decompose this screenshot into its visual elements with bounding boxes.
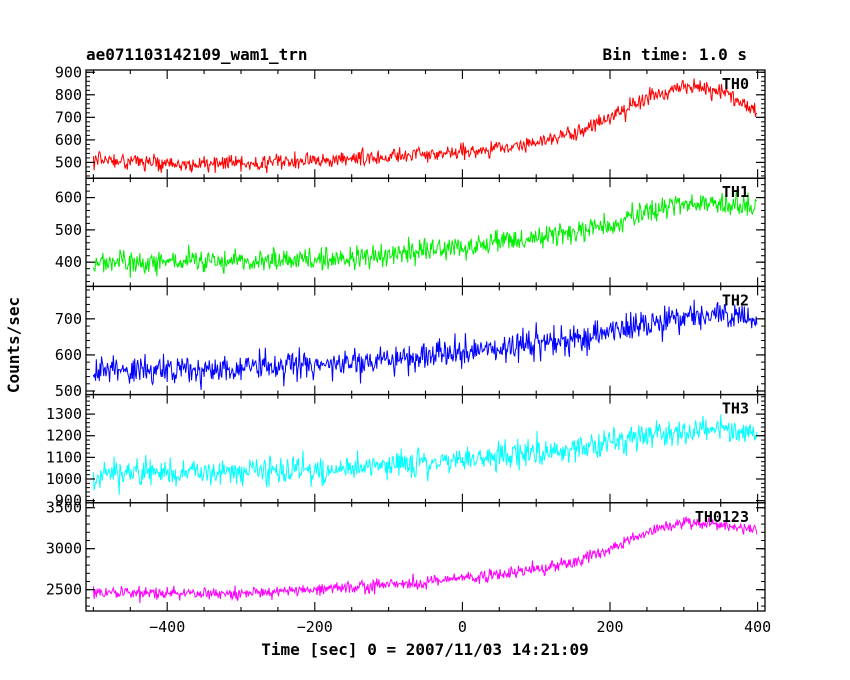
y-tick-label: 1000 (46, 470, 82, 488)
y-tick-label: 500 (55, 153, 82, 171)
series-line-th0123 (92, 516, 758, 603)
y-tick-label: 700 (55, 108, 82, 126)
panel-label-th2: TH2 (722, 291, 749, 309)
panel-label-th3: TH3 (722, 400, 749, 418)
y-tick-label: 1300 (46, 405, 82, 423)
panel-label-th0123: TH0123 (695, 508, 749, 526)
chart-title: ae071103142109_wam1_trn (86, 45, 308, 64)
x-tick-label: −200 (297, 618, 333, 636)
y-tick-label: 900 (55, 63, 82, 81)
panel-frame-th1 (85, 177, 766, 288)
y-tick-label: 400 (55, 253, 82, 271)
y-tick-label: 3000 (46, 540, 82, 558)
y-tick-label: 700 (55, 310, 82, 328)
y-tick-label: 2500 (46, 581, 82, 599)
x-tick-label: −400 (149, 618, 185, 636)
y-tick-label: 1100 (46, 448, 82, 466)
y-tick-label: 500 (55, 382, 82, 400)
series-line-th3 (92, 414, 758, 495)
bin-time-label: Bin time: 1.0 s (603, 45, 748, 64)
x-axis-label: Time [sec] 0 = 2007/11/03 14:21:09 (261, 640, 589, 659)
panel-frame-th0123 (85, 502, 766, 612)
series-line-th2 (92, 299, 758, 390)
y-tick-label: 3500 (46, 499, 82, 517)
y-tick-label: 600 (55, 189, 82, 207)
y-tick-label: 1200 (46, 427, 82, 445)
panels-group: 500 600 700 800 900 TH0 400 500 600 TH1 500 600 700 T… (46, 63, 771, 636)
x-tick-label: 200 (596, 618, 623, 636)
y-axis-label: Counts/sec (4, 297, 23, 393)
y-tick-label: 900 (55, 492, 82, 510)
y-tick-label: 500 (55, 221, 82, 239)
panel-frame-th3 (85, 393, 766, 504)
y-tick-label: 600 (55, 346, 82, 364)
panel-frame-th2 (85, 285, 766, 396)
panel-label-th0: TH0 (722, 75, 749, 93)
series-line-th0 (92, 78, 758, 174)
panel-label-th1: TH1 (722, 183, 749, 201)
x-tick-label: 0 (458, 618, 467, 636)
y-tick-label: 800 (55, 86, 82, 104)
series-line-th1 (92, 189, 758, 278)
x-tick-label: 400 (744, 618, 771, 636)
y-tick-label: 600 (55, 131, 82, 149)
